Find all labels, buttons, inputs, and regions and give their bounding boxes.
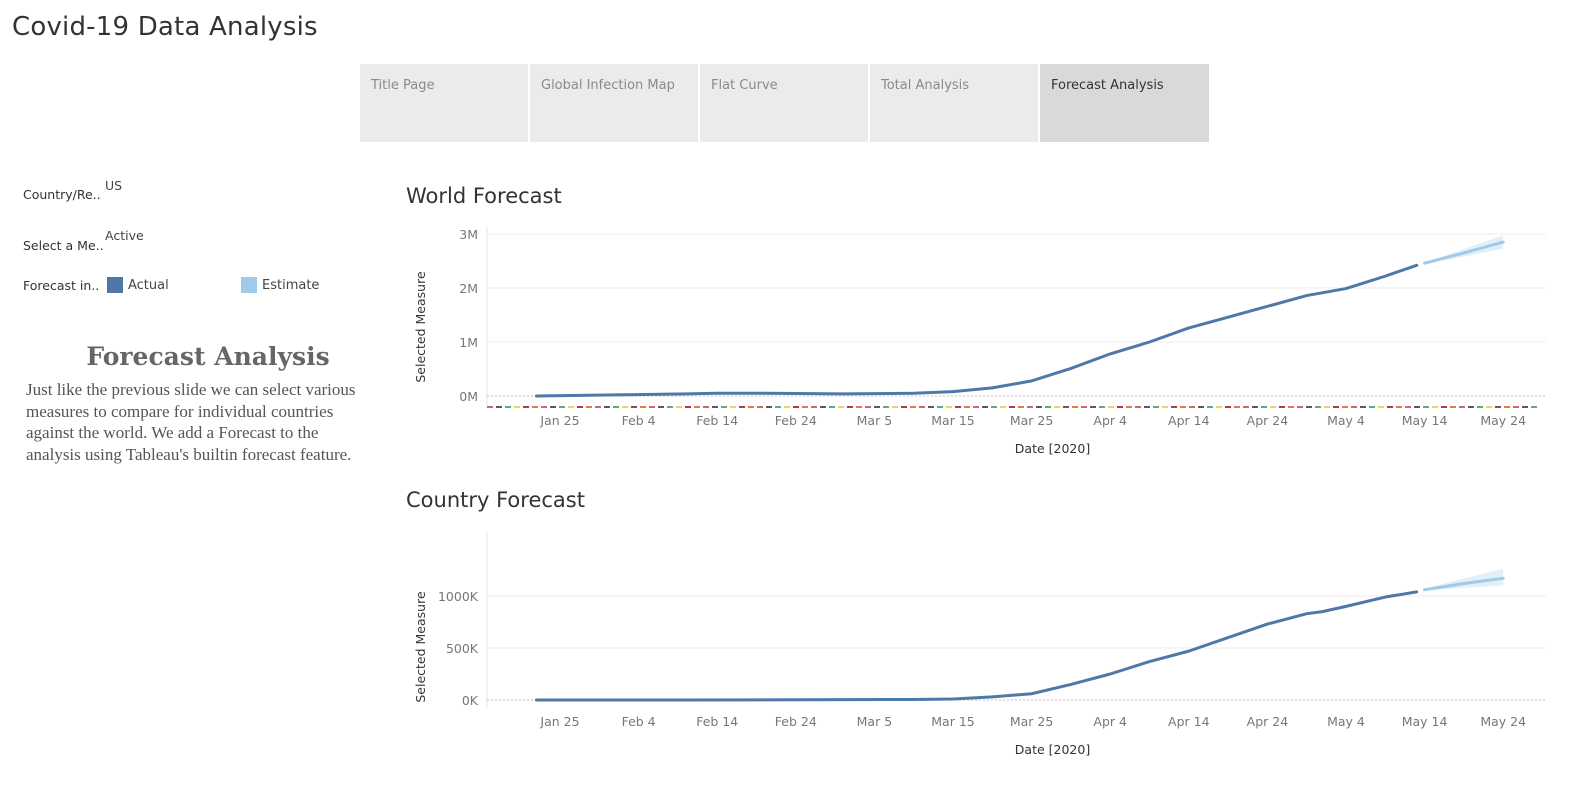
country-filter-value[interactable]: US — [105, 178, 123, 193]
x-tick-label: May 4 — [1327, 413, 1365, 428]
estimate-series-line — [1423, 240, 1505, 265]
y-tick-label: 3M — [459, 227, 478, 242]
app-title: Covid-19 Data Analysis — [12, 12, 318, 42]
estimate-series-line — [1423, 576, 1505, 592]
measure-filter-label: Select a Me.. — [23, 238, 104, 253]
description-line: Just like the previous slide we can sele… — [26, 380, 356, 399]
country-forecast-chart[interactable]: 0K 500K 1000K Jan 25 Feb 4 Feb 14 Feb 24 Mar 5 M… — [400, 520, 1560, 775]
tab-title-page[interactable]: Title Page — [360, 64, 528, 142]
x-tick-label: Feb 24 — [775, 714, 817, 729]
x-tick-label: Jan 25 — [539, 714, 579, 729]
description-line: measures to compare for individual count… — [26, 401, 334, 421]
x-tick-label: Feb 14 — [696, 714, 738, 729]
x-tick-label: Jan 25 — [539, 413, 579, 428]
x-tick-label: May 14 — [1402, 413, 1448, 428]
country-filter-label: Country/Re.. — [23, 187, 101, 202]
tab-bar: Title Page Global Infection Map Flat Cur… — [360, 64, 1209, 142]
actual-swatch[interactable] — [107, 277, 123, 293]
x-tick-label: Mar 25 — [1010, 714, 1053, 729]
world-forecast-chart[interactable]: 0M 1M 2M 3M Jan 25 Feb 4 Feb 14 Feb 24 Mar 5 Mar … — [400, 215, 1560, 470]
x-tick-label: Apr 24 — [1247, 413, 1289, 428]
description-title: Forecast Analysis — [86, 342, 330, 371]
x-tick-label: Mar 5 — [857, 714, 893, 729]
y-axis-title: Selected Measure — [413, 591, 428, 703]
estimate-legend-label: Estimate — [262, 278, 320, 293]
tab-flat-curve[interactable]: Flat Curve — [700, 64, 868, 142]
x-axis-title: Date [2020] — [1015, 441, 1090, 456]
x-tick-label: Mar 15 — [931, 714, 974, 729]
y-tick-label: 0M — [459, 389, 478, 404]
x-tick-label: Feb 4 — [622, 413, 656, 428]
x-tick-label: Mar 15 — [931, 413, 974, 428]
tab-forecast-analysis[interactable]: Forecast Analysis — [1040, 64, 1209, 142]
x-tick-label: Apr 4 — [1093, 413, 1127, 428]
country-forecast-title: Country Forecast — [406, 488, 585, 512]
description-line: analysis using Tableau's builtin forecas… — [26, 444, 352, 464]
y-tick-label: 1M — [459, 335, 478, 350]
x-tick-label: May 24 — [1480, 413, 1526, 428]
actual-series-line — [534, 590, 1419, 702]
description-text: Just like the previous slide we can sele… — [26, 379, 386, 465]
x-tick-label: May 24 — [1480, 714, 1526, 729]
x-tick-label: Feb 14 — [696, 413, 738, 428]
x-axis-title: Date [2020] — [1015, 742, 1090, 757]
x-tick-label: Apr 24 — [1247, 714, 1289, 729]
actual-series-line — [534, 263, 1419, 398]
x-tick-label: Apr 14 — [1168, 714, 1210, 729]
x-tick-label: May 14 — [1402, 714, 1448, 729]
estimate-swatch[interactable] — [241, 277, 257, 293]
x-tick-label: Feb 4 — [622, 714, 656, 729]
x-tick-label: Mar 5 — [857, 413, 893, 428]
x-tick-label: Mar 25 — [1010, 413, 1053, 428]
y-axis-title: Selected Measure — [413, 271, 428, 383]
x-tick-label: May 4 — [1327, 714, 1365, 729]
world-forecast-title: World Forecast — [406, 184, 562, 208]
x-tick-label: Apr 14 — [1168, 413, 1210, 428]
x-tick-label: Feb 24 — [775, 413, 817, 428]
y-tick-label: 2M — [459, 281, 478, 296]
tab-global-infection-map[interactable]: Global Infection Map — [530, 64, 698, 142]
actual-legend-label: Actual — [128, 278, 169, 293]
forecast-legend-label: Forecast in.. — [23, 278, 100, 293]
y-tick-label: 0K — [462, 693, 479, 708]
x-tick-label: Apr 4 — [1093, 714, 1127, 729]
y-tick-label: 500K — [446, 641, 479, 656]
y-tick-label: 1000K — [438, 589, 479, 604]
measure-filter-value[interactable]: Active — [105, 228, 144, 243]
tab-total-analysis[interactable]: Total Analysis — [870, 64, 1038, 142]
description-line: against the world. We add a Forecast to … — [26, 423, 319, 442]
